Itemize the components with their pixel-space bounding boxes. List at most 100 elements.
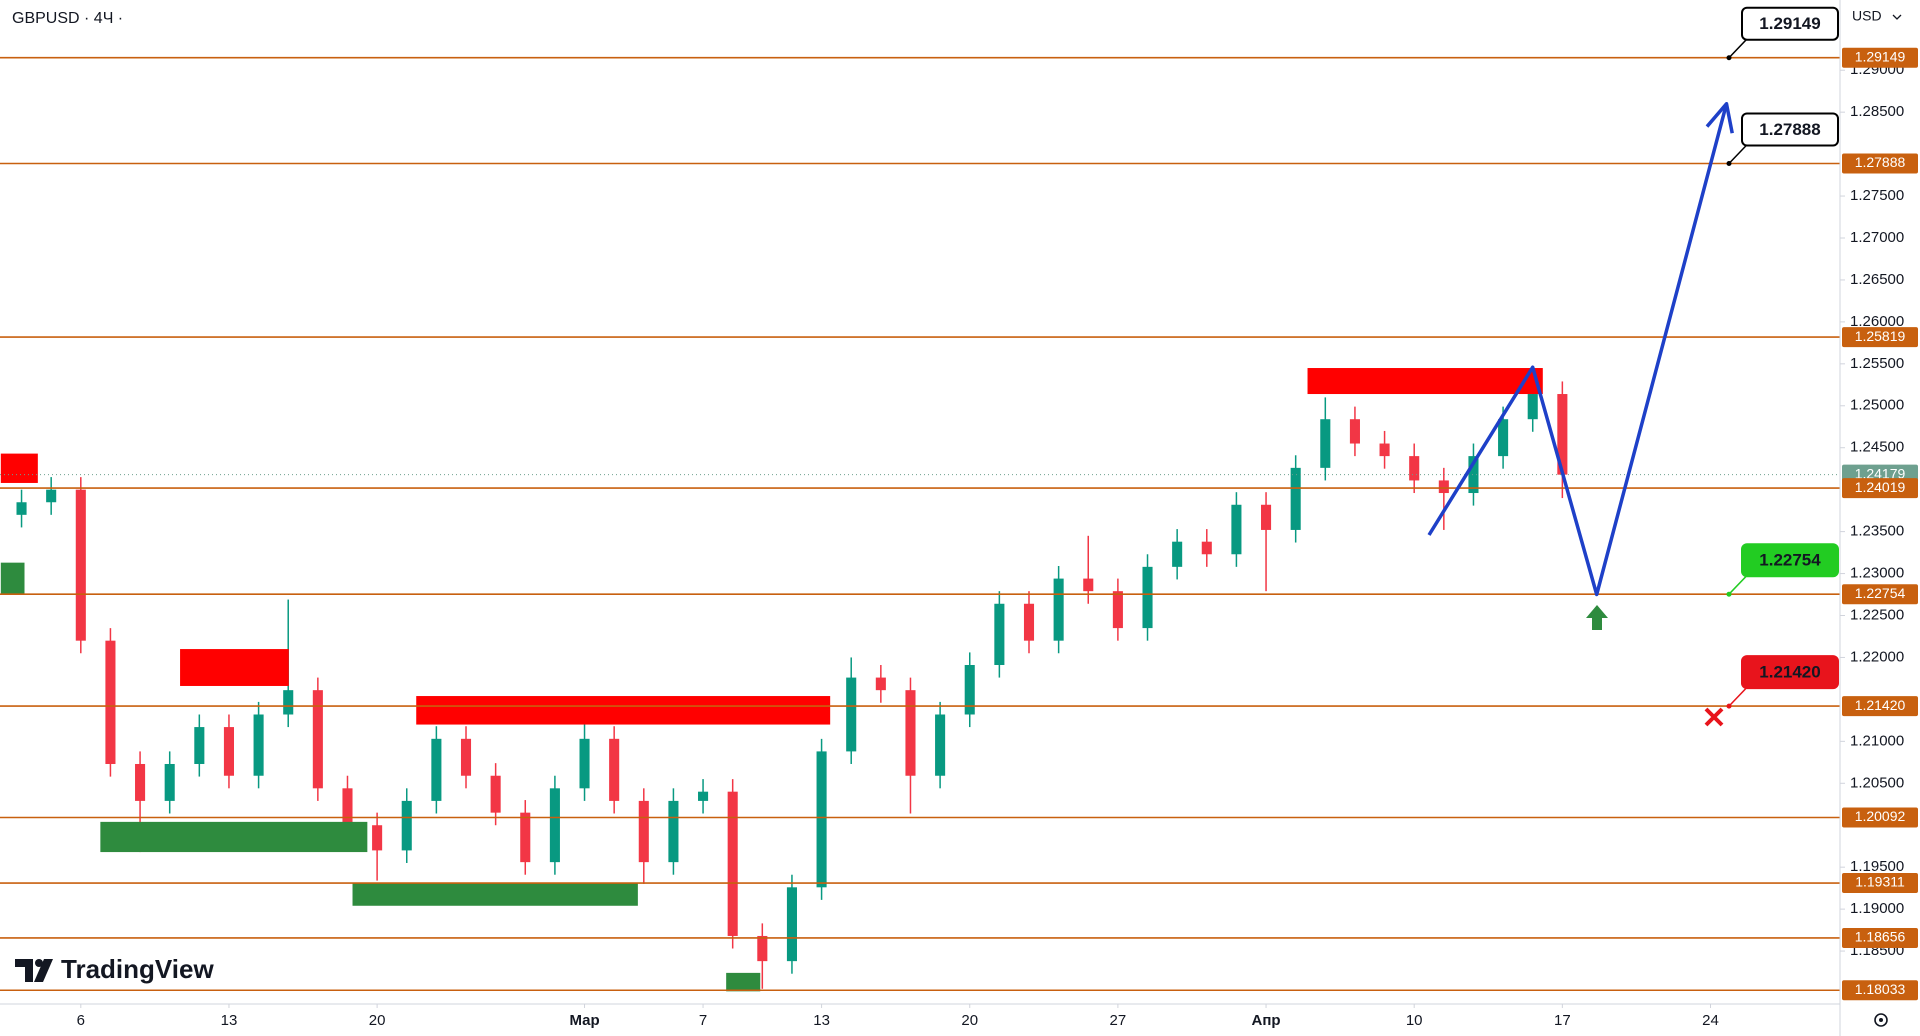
level-price-box — [1842, 696, 1918, 717]
level-price-label: 1.29149 — [1855, 48, 1906, 64]
candle-body — [1498, 419, 1509, 457]
candle-body — [935, 714, 946, 776]
y-tick-label: 1.19000 — [1850, 900, 1904, 917]
callout-box — [1741, 112, 1839, 147]
candle-body — [194, 727, 205, 764]
symbol-title[interactable]: GBPUSD · 4Ч · — [12, 10, 123, 27]
brand-logo: TradingView — [15, 954, 214, 984]
candle-body — [1320, 419, 1331, 468]
candle-body — [135, 763, 146, 801]
current-price-label: 1.24179 — [1855, 465, 1906, 481]
gear-ring[interactable] — [1874, 1013, 1888, 1027]
level-price-label: 1.22754 — [1855, 585, 1906, 601]
candle-body — [1557, 394, 1568, 475]
x-tick-label: 17 — [1554, 1012, 1571, 1029]
candle-body — [1172, 541, 1183, 567]
logo-slash — [34, 959, 53, 982]
level-price-box — [1842, 584, 1918, 605]
candle-body — [1261, 504, 1272, 530]
candle-body — [549, 788, 560, 863]
logo-dot — [35, 959, 43, 967]
level-price-label: 1.24019 — [1855, 479, 1906, 495]
candle-body — [16, 502, 27, 515]
zone — [416, 696, 831, 725]
candle-body — [786, 887, 797, 962]
level-price-label: 1.19311 — [1855, 874, 1905, 890]
candle-body — [994, 603, 1005, 665]
candle-body — [1231, 504, 1242, 555]
y-tick-label: 1.24500 — [1850, 439, 1904, 456]
candle-body — [905, 690, 916, 776]
candle-body — [460, 738, 472, 776]
x-tick-label: 6 — [77, 1012, 85, 1029]
zone — [726, 972, 761, 992]
projection-arrowhead — [1705, 102, 1734, 134]
candle-body — [105, 640, 116, 764]
candle-body — [1438, 480, 1449, 494]
level-price-box — [1842, 478, 1918, 499]
x-tick-label: 10 — [1406, 1012, 1423, 1029]
level-price-label: 1.21420 — [1855, 697, 1906, 713]
level-price-box — [1842, 927, 1918, 948]
zone — [1307, 368, 1543, 395]
candle-body — [342, 788, 353, 826]
brand-name: TradingView — [61, 954, 214, 984]
x-tick-label: 13 — [813, 1012, 830, 1029]
candle-body — [490, 775, 501, 813]
zone — [352, 883, 638, 906]
y-tick-label: 1.19500 — [1850, 858, 1904, 875]
candle-body — [431, 738, 442, 801]
y-tick-label: 1.26000 — [1850, 313, 1904, 330]
candle-body — [1409, 456, 1420, 481]
callout-label: 1.21420 — [1759, 663, 1820, 682]
candle-body — [1349, 419, 1360, 444]
candle-body — [638, 800, 649, 863]
candle-body — [75, 489, 86, 641]
candle-body — [609, 738, 620, 801]
level-price-box — [1842, 873, 1918, 894]
currency-dropdown-icon[interactable] — [1892, 14, 1902, 20]
y-tick-label: 1.26500 — [1850, 271, 1904, 288]
candles-layer — [16, 368, 1568, 989]
logo-mark — [15, 959, 33, 982]
candle-body — [1468, 456, 1479, 494]
callout-box — [1741, 543, 1839, 578]
gear-center[interactable] — [1879, 1018, 1883, 1022]
x-tick-label: 7 — [699, 1012, 707, 1029]
candle-body — [1053, 578, 1064, 641]
callout-box — [1741, 655, 1839, 690]
callout-label: 1.29149 — [1759, 14, 1820, 33]
candle-body — [1527, 394, 1538, 420]
level-price-label: 1.27888 — [1855, 154, 1906, 170]
zone — [0, 562, 25, 594]
y-tick-label: 1.23500 — [1850, 523, 1904, 540]
level-price-label: 1.25819 — [1855, 328, 1906, 344]
x-tick-label: 20 — [961, 1012, 978, 1029]
entry-arrow-icon — [1586, 605, 1608, 630]
currency-label[interactable]: USD — [1852, 8, 1882, 24]
candle-body — [668, 800, 679, 863]
candle-body — [312, 690, 323, 789]
callout-box — [1741, 6, 1839, 41]
zones-layer — [0, 368, 1543, 992]
y-tick-label: 1.22500 — [1850, 606, 1904, 623]
candle-body — [401, 800, 412, 851]
callout-label: 1.27888 — [1759, 120, 1820, 139]
candle-body — [520, 812, 531, 863]
level-price-box — [1842, 153, 1918, 174]
x-tick-label: Апр — [1252, 1012, 1281, 1029]
candle-body — [757, 935, 768, 962]
y-tick-label: 1.28500 — [1850, 103, 1904, 120]
zone — [180, 649, 289, 686]
projection-path — [1427, 103, 1729, 597]
settings-icon[interactable] — [1874, 1013, 1888, 1027]
candle-body — [579, 738, 590, 789]
y-tick-label: 1.27000 — [1850, 229, 1904, 246]
candle-body — [372, 825, 383, 851]
callout-label: 1.22754 — [1759, 551, 1821, 570]
x-tick-label: 24 — [1702, 1012, 1719, 1029]
candle-body — [1023, 603, 1035, 641]
